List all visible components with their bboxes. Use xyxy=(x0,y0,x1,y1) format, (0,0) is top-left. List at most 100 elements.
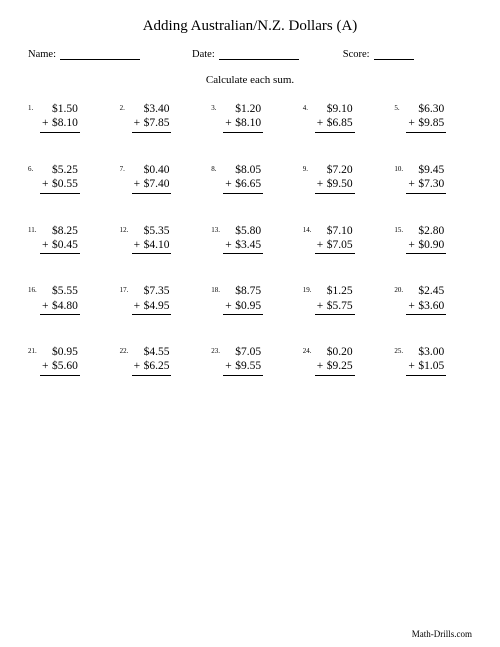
problem: 19.$1.25+$5.75 xyxy=(303,284,381,315)
problem-stack: $0.40+$7.40 xyxy=(132,163,172,194)
plus-sign: + xyxy=(408,359,418,373)
problem: 18.$8.75+$0.95 xyxy=(211,284,289,315)
score-blank[interactable] xyxy=(374,50,414,60)
problem-number: 7. xyxy=(120,163,132,173)
plus-sign: + xyxy=(134,359,144,373)
problem-number: 12. xyxy=(120,224,132,234)
addend-top: $1.20 xyxy=(223,102,263,116)
plus-sign: + xyxy=(225,238,235,252)
problem-stack: $5.55+$4.80 xyxy=(40,284,80,315)
problem-stack: $9.10+$6.85 xyxy=(315,102,355,133)
addend-bottom-row: +$5.60 xyxy=(40,359,80,375)
problem: 15.$2.80+$0.90 xyxy=(394,224,472,255)
problem: 3.$1.20+$8.10 xyxy=(211,102,289,133)
problem: 5.$6.30+$9.85 xyxy=(394,102,472,133)
date-label: Date: xyxy=(192,49,215,60)
addend-top: $0.20 xyxy=(315,345,355,359)
problem-stack: $3.40+$7.85 xyxy=(132,102,172,133)
problem-number: 13. xyxy=(211,224,223,234)
addend-bottom-row: +$0.55 xyxy=(40,177,80,193)
problem-stack: $8.25+$0.45 xyxy=(40,224,80,255)
problem: 2.$3.40+$7.85 xyxy=(120,102,198,133)
problem-number: 5. xyxy=(394,102,406,112)
problem-number: 22. xyxy=(120,345,132,355)
plus-sign: + xyxy=(134,238,144,252)
problem-stack: $7.05+$9.55 xyxy=(223,345,263,376)
problem: 8.$8.05+$6.65 xyxy=(211,163,289,194)
instruction-text: Calculate each sum. xyxy=(28,74,472,86)
addend-top: $5.35 xyxy=(132,224,172,238)
problem-number: 21. xyxy=(28,345,40,355)
addend-bottom-row: +$8.10 xyxy=(40,116,80,132)
problem-number: 11. xyxy=(28,224,40,234)
problem-number: 4. xyxy=(303,102,315,112)
problem: 10.$9.45+$7.30 xyxy=(394,163,472,194)
problem-stack: $0.95+$5.60 xyxy=(40,345,80,376)
problem: 1.$1.50+$8.10 xyxy=(28,102,106,133)
plus-sign: + xyxy=(408,177,418,191)
addend-bottom-row: +$6.25 xyxy=(132,359,172,375)
problem-stack: $7.10+$7.05 xyxy=(315,224,355,255)
addend-top: $8.75 xyxy=(223,284,263,298)
problem: 6.$5.25+$0.55 xyxy=(28,163,106,194)
addend-bottom-row: +$0.95 xyxy=(223,299,263,315)
problem: 22.$4.55+$6.25 xyxy=(120,345,198,376)
addend-bottom: $0.55 xyxy=(52,178,78,190)
addend-top: $5.80 xyxy=(223,224,263,238)
problem-stack: $1.20+$8.10 xyxy=(223,102,263,133)
problem-stack: $9.45+$7.30 xyxy=(406,163,446,194)
problem-number: 6. xyxy=(28,163,40,173)
addend-bottom: $0.95 xyxy=(235,300,261,312)
plus-sign: + xyxy=(317,299,327,313)
addend-bottom: $9.55 xyxy=(235,360,261,372)
addend-bottom: $5.75 xyxy=(327,300,353,312)
problem-number: 24. xyxy=(303,345,315,355)
addend-bottom: $6.85 xyxy=(327,117,353,129)
problem-stack: $6.30+$9.85 xyxy=(406,102,446,133)
addend-bottom-row: +$0.90 xyxy=(406,238,446,254)
problem-number: 2. xyxy=(120,102,132,112)
problem-stack: $5.80+$3.45 xyxy=(223,224,263,255)
date-blank[interactable] xyxy=(219,50,299,60)
addend-bottom-row: +$7.85 xyxy=(132,116,172,132)
addend-bottom: $1.05 xyxy=(418,360,444,372)
problem: 14.$7.10+$7.05 xyxy=(303,224,381,255)
addend-top: $7.35 xyxy=(132,284,172,298)
addend-bottom: $9.50 xyxy=(327,178,353,190)
addend-bottom-row: +$9.85 xyxy=(406,116,446,132)
problem-number: 23. xyxy=(211,345,223,355)
worksheet-page: Adding Australian/N.Z. Dollars (A) Name:… xyxy=(0,0,500,647)
plus-sign: + xyxy=(317,116,327,130)
addend-bottom-row: +$8.10 xyxy=(223,116,263,132)
problem: 21.$0.95+$5.60 xyxy=(28,345,106,376)
addend-top: $7.10 xyxy=(315,224,355,238)
addend-bottom: $0.90 xyxy=(418,239,444,251)
problem-stack: $0.20+$9.25 xyxy=(315,345,355,376)
addend-top: $0.40 xyxy=(132,163,172,177)
header-row: Name: Date: Score: xyxy=(28,49,472,60)
page-title: Adding Australian/N.Z. Dollars (A) xyxy=(28,18,472,35)
addend-top: $8.05 xyxy=(223,163,263,177)
problem-number: 19. xyxy=(303,284,315,294)
name-blank[interactable] xyxy=(60,50,140,60)
addend-top: $1.25 xyxy=(315,284,355,298)
addend-top: $6.30 xyxy=(406,102,446,116)
addend-bottom: $3.45 xyxy=(235,239,261,251)
addend-bottom-row: +$7.05 xyxy=(315,238,355,254)
plus-sign: + xyxy=(42,238,52,252)
footer-text: Math-Drills.com xyxy=(412,629,472,639)
problem-number: 25. xyxy=(394,345,406,355)
plus-sign: + xyxy=(134,116,144,130)
problem: 24.$0.20+$9.25 xyxy=(303,345,381,376)
addend-bottom-row: +$7.30 xyxy=(406,177,446,193)
addend-bottom: $0.45 xyxy=(52,239,78,251)
addend-bottom-row: +$4.80 xyxy=(40,299,80,315)
plus-sign: + xyxy=(317,359,327,373)
name-label: Name: xyxy=(28,49,56,60)
problem-stack: $2.80+$0.90 xyxy=(406,224,446,255)
problem-stack: $3.00+$1.05 xyxy=(406,345,446,376)
problem-stack: $5.35+$4.10 xyxy=(132,224,172,255)
problem-number: 14. xyxy=(303,224,315,234)
plus-sign: + xyxy=(42,116,52,130)
addend-top: $3.40 xyxy=(132,102,172,116)
